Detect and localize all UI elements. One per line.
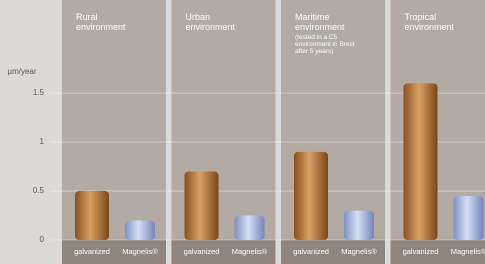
- bar: [185, 171, 219, 240]
- y-tick-label: 1: [40, 137, 45, 146]
- chart: µm/year 0 0.5 1 1.5 galvanized Magnelis® galva…: [0, 0, 485, 264]
- bar: [75, 191, 109, 240]
- legend-label: Magnelis®: [341, 247, 377, 256]
- panel-note: (tested in a C5 environment in Brest aft…: [295, 34, 367, 55]
- chart-svg: µm/year 0 0.5 1 1.5 galvanized Magnelis® galva…: [0, 0, 485, 264]
- y-tick-label: 1.5: [33, 88, 45, 97]
- panel-title: Urban environment: [186, 12, 256, 32]
- legend-label: galvanized: [403, 247, 439, 256]
- bar: [344, 211, 374, 240]
- legend-label: Magnelis®: [122, 247, 158, 256]
- legend-label: galvanized: [74, 247, 110, 256]
- panel-title: Maritime environment: [295, 12, 365, 32]
- legend-label: galvanized: [293, 247, 329, 256]
- bar: [294, 152, 328, 240]
- bar: [125, 220, 155, 240]
- legend-label: Magnelis®: [451, 247, 485, 256]
- y-tick-label: 0.5: [33, 186, 45, 195]
- panel-title: Tropical environment: [405, 12, 475, 32]
- bar: [235, 216, 265, 240]
- bar: [404, 83, 438, 240]
- y-tick-label: 0: [40, 235, 45, 244]
- legend-label: galvanized: [184, 247, 220, 256]
- legend-label: Magnelis®: [232, 247, 268, 256]
- y-axis-label: µm/year: [7, 67, 36, 76]
- bar: [454, 196, 484, 240]
- panel-title: Rural environment: [76, 12, 146, 32]
